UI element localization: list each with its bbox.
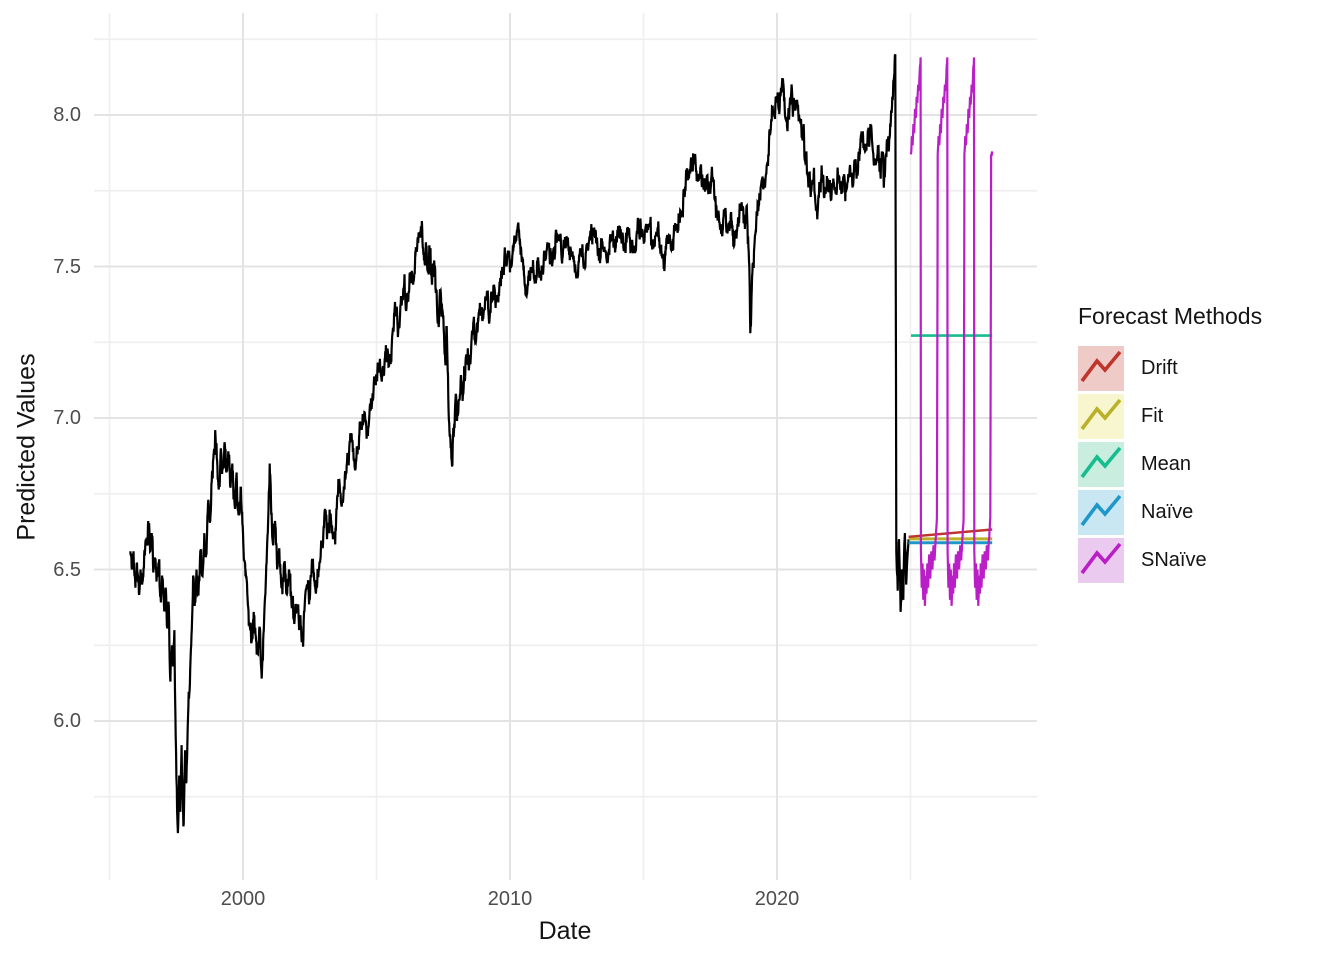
legend-zigzag-line-icon bbox=[1080, 398, 1122, 431]
legend-items: Drift Fit Mean Naïve SNaïve bbox=[1078, 346, 1262, 583]
legend-key-swatch bbox=[1078, 394, 1124, 439]
legend-key-swatch bbox=[1078, 538, 1124, 583]
legend-item-label: Mean bbox=[1141, 453, 1192, 475]
y-tick-label: 8.0 bbox=[53, 104, 81, 126]
legend-item-drift: Drift bbox=[1078, 346, 1262, 391]
y-tick-label: 6.5 bbox=[53, 558, 81, 581]
legend-item-label: Naïve bbox=[1141, 501, 1194, 523]
legend-zigzag-line-icon bbox=[1080, 350, 1122, 383]
series-drift bbox=[908, 528, 993, 538]
legend-zigzag-line-icon bbox=[1080, 542, 1122, 575]
y-tick-label: 7.0 bbox=[53, 407, 81, 429]
legend-item-fit: Fit bbox=[1078, 394, 1262, 439]
x-tick-label: 2010 bbox=[487, 888, 533, 910]
legend-item-snave: SNaïve bbox=[1078, 538, 1262, 583]
series-sna-ve bbox=[909, 57, 994, 606]
legend: Forecast Methods Drift Fit Mean Naïve SNaïve bbox=[1078, 303, 1262, 586]
y-axis-title: Predicted Values bbox=[12, 353, 41, 541]
y-tick-label: 6.0 bbox=[53, 710, 81, 732]
legend-key-swatch bbox=[1078, 442, 1124, 487]
y-tick-label: 7.5 bbox=[53, 255, 81, 278]
x-tick-label: 2020 bbox=[754, 888, 800, 910]
legend-zigzag-line-icon bbox=[1080, 494, 1122, 527]
x-tick-label: 2000 bbox=[220, 888, 266, 910]
legend-zigzag-line-icon bbox=[1080, 446, 1122, 479]
legend-key-swatch bbox=[1078, 346, 1124, 391]
legend-item-label: Fit bbox=[1141, 405, 1164, 427]
legend-item-label: SNaïve bbox=[1141, 549, 1207, 571]
series-observed bbox=[129, 53, 910, 834]
x-axis-title: Date bbox=[538, 917, 592, 945]
legend-item-nave: Naïve bbox=[1078, 490, 1262, 535]
legend-title: Forecast Methods bbox=[1078, 303, 1263, 329]
legend-key-swatch bbox=[1078, 490, 1124, 535]
legend-item-label: Drift bbox=[1141, 357, 1178, 379]
legend-item-mean: Mean bbox=[1078, 442, 1262, 487]
